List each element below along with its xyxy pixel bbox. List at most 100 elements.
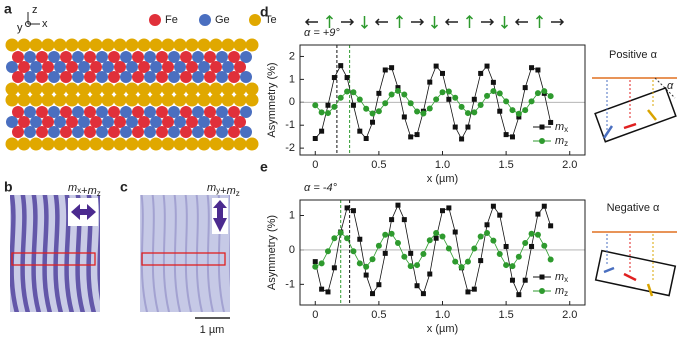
atom (125, 82, 139, 96)
stripe (195, 195, 204, 312)
stripe (228, 195, 230, 288)
y-tick-label: -2 (285, 142, 295, 154)
x-tick-label: 2.0 (562, 309, 577, 321)
marker (484, 222, 490, 228)
atom (66, 61, 78, 73)
marker (407, 263, 414, 270)
atom (156, 106, 168, 118)
atom (5, 93, 19, 107)
atom (233, 82, 247, 96)
atom (209, 82, 223, 96)
atom (30, 116, 42, 128)
domain-stripes (140, 195, 230, 312)
atom (125, 93, 139, 107)
marker (534, 231, 541, 238)
marker (420, 110, 427, 117)
atom (210, 116, 222, 128)
atom (54, 61, 66, 73)
x-tick-label: 1.0 (435, 309, 450, 321)
atom (101, 137, 115, 151)
marker (509, 107, 516, 114)
atom (12, 71, 24, 83)
atom (144, 51, 156, 63)
marker (408, 250, 414, 256)
panel-label: b (4, 179, 13, 195)
x-tick-label: 0.5 (371, 159, 386, 171)
spin-arrow (325, 14, 334, 28)
atom (210, 61, 222, 73)
stripe (206, 195, 215, 312)
atom (137, 82, 151, 96)
marker (350, 248, 357, 255)
atom (192, 126, 204, 138)
marker (503, 243, 509, 249)
marker (401, 253, 408, 260)
marker (426, 237, 433, 244)
marker (547, 256, 554, 263)
marker (452, 229, 458, 235)
marker (312, 263, 319, 270)
atom (245, 82, 259, 96)
spin-arrow (535, 14, 544, 28)
marker (522, 107, 529, 114)
atom (101, 82, 115, 96)
marker (516, 292, 522, 298)
atom (89, 38, 103, 52)
marker (465, 289, 471, 295)
atom (162, 61, 174, 73)
x-tick-label: 1.5 (498, 309, 513, 321)
marker (490, 237, 497, 244)
atom (113, 38, 127, 52)
axis-name: x (42, 18, 48, 30)
marker (344, 88, 351, 95)
atom (173, 82, 187, 96)
marker (452, 258, 459, 265)
atom (36, 51, 48, 63)
atom (221, 137, 235, 151)
atom (72, 106, 84, 118)
atom (161, 93, 175, 107)
marker (331, 265, 337, 271)
spin-arrow (430, 16, 439, 30)
marker (503, 262, 510, 269)
marker (528, 98, 535, 105)
atom (89, 137, 103, 151)
atom (17, 93, 31, 107)
marker (522, 240, 529, 247)
atom (185, 82, 199, 96)
arrow-icon (213, 200, 227, 232)
marker (376, 90, 382, 96)
atom (144, 106, 156, 118)
atom (120, 106, 132, 118)
atom (186, 116, 198, 128)
marker (331, 75, 337, 81)
marker (357, 128, 363, 134)
marker (356, 96, 363, 103)
atom (245, 93, 259, 107)
marker (446, 205, 452, 211)
spin-arrow (465, 14, 474, 28)
marker (446, 96, 452, 102)
atom (192, 106, 204, 118)
atom (48, 51, 60, 63)
marker (395, 202, 401, 208)
marker (369, 110, 376, 117)
marker (370, 119, 376, 125)
marker (369, 256, 376, 263)
legend-text: mz (555, 135, 568, 148)
atom (53, 38, 67, 52)
atom (53, 82, 67, 96)
marker (420, 251, 427, 258)
marker (464, 258, 471, 265)
atom (245, 137, 259, 151)
series-line (314, 204, 552, 296)
atom (137, 137, 151, 151)
atom (24, 51, 36, 63)
stripe (162, 195, 171, 312)
caption: mx+mz (68, 182, 101, 198)
marker (363, 272, 369, 278)
marker (509, 277, 515, 283)
marker (357, 236, 363, 242)
stripe (151, 195, 160, 312)
atom (29, 38, 43, 52)
